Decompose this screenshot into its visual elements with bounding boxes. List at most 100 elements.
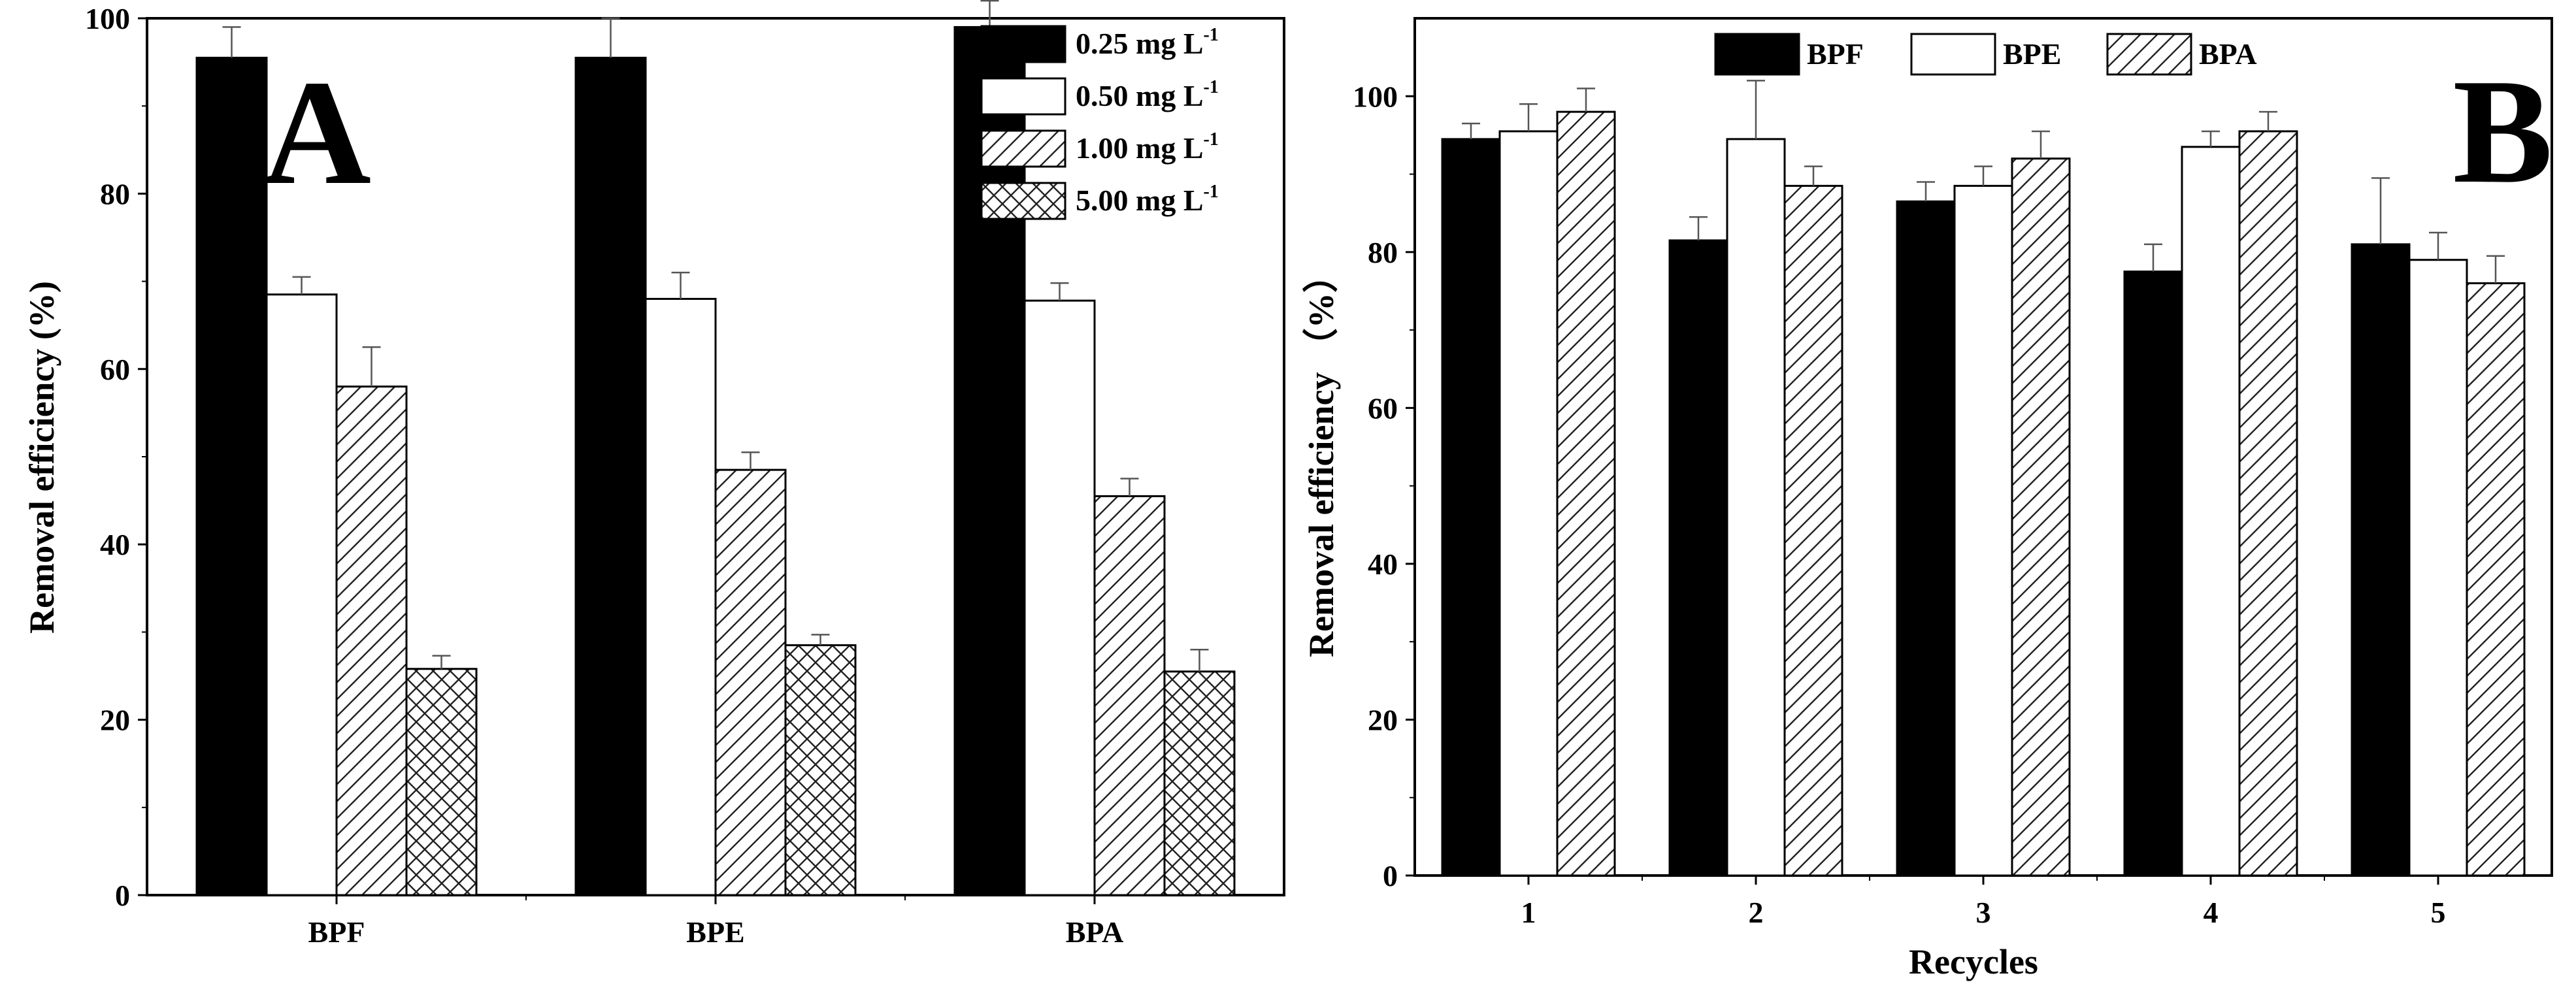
y-tick-label-0: 0 [1383, 859, 1398, 893]
x-tick-label-3: 3 [1976, 896, 1991, 929]
panel-a-y-axis-title: Removal efficiency (%) [22, 281, 61, 634]
panel-b-x-axis: 1 2 3 4 5 [1521, 876, 2446, 929]
bar-bpa-1 [1556, 110, 1616, 877]
panel-b-bars [1441, 110, 2526, 877]
legend-swatch [980, 182, 1066, 220]
error-bar-1-00-mg-l-bpf [362, 346, 381, 387]
bar-bpf-2 [1668, 239, 1728, 877]
y-tick-label-40: 40 [1368, 548, 1398, 581]
error-bar-bpf-4 [2144, 243, 2162, 272]
legend-swatch [2106, 33, 2192, 76]
error-bar-bpf-2 [1689, 216, 1708, 240]
panel-b-letter: B [2452, 48, 2552, 214]
error-bar-bpf-1 [1462, 122, 1480, 139]
error-bar-0-50-mg-l-bpe [671, 271, 690, 299]
panel-a-error-bars [222, 0, 1209, 672]
bar-bpf-1 [1441, 138, 1501, 877]
legend-label-superscript: -1 [1204, 182, 1219, 202]
y-tick-label-20: 20 [100, 704, 130, 737]
panel-b-legend: BPF BPE BPA [1714, 33, 2257, 76]
bar-bpe-3 [1953, 184, 2013, 877]
legend-swatch [980, 129, 1066, 168]
legend-item-bpf: BPF [1714, 33, 1864, 76]
legend-label: 0.25 mg L-1 [1076, 25, 1219, 60]
panel-b-y-axis-title: Removal efficiency （%） [1302, 257, 1341, 657]
x-tick-label-bpe: BPE [686, 915, 744, 949]
error-bar-bpa-3 [2032, 130, 2050, 159]
error-bar-bpe-2 [1747, 80, 1765, 139]
bar-5-00-mg-l-bpe [784, 644, 857, 896]
bar-bpe-4 [2181, 146, 2241, 877]
bar-0-50-mg-l-bpf [265, 293, 338, 896]
bar-0-25-mg-l-bpa [953, 25, 1026, 896]
error-bar-bpf-5 [2371, 177, 2390, 244]
bar-bpa-2 [1783, 184, 1843, 877]
legend-label-superscript: -1 [1204, 129, 1219, 150]
x-tick-label-2: 2 [1749, 896, 1764, 929]
bar-bpf-4 [2123, 270, 2183, 877]
panel-a-legend: 0.25 mg L-1 0.50 mg L-1 1.00 mg L-1 5.00 mg… [980, 25, 1219, 220]
y-tick-label-0: 0 [115, 879, 130, 912]
bar-bpe-2 [1726, 138, 1786, 877]
bar-bpa-3 [2011, 157, 2071, 877]
bar-5-00-mg-l-bpa [1163, 670, 1236, 896]
y-tick-label-20: 20 [1368, 703, 1398, 736]
legend-swatch [1714, 33, 1800, 76]
error-bar-0-25-mg-l-bpf [222, 26, 241, 58]
legend-label-superscript: -1 [1204, 77, 1219, 97]
error-bar-0-25-mg-l-bpa [980, 0, 999, 27]
error-bar-bpa-2 [1804, 165, 1823, 186]
legend-swatch [980, 77, 1066, 116]
error-bar-bpa-5 [2486, 255, 2505, 284]
error-bar-bpe-4 [2202, 130, 2220, 147]
bar-0-50-mg-l-bpe [644, 297, 717, 896]
legend-item-0-25-mg-l: 0.25 mg L-1 [980, 25, 1219, 63]
error-bar-bpe-5 [2429, 231, 2447, 260]
y-tick-label-80: 80 [1368, 236, 1398, 269]
y-tick-label-80: 80 [100, 177, 130, 210]
x-tick-label-bpf: BPF [308, 915, 365, 949]
legend-item-bpe: BPE [1910, 33, 2061, 76]
legend-item-0-50-mg-l: 0.50 mg L-1 [980, 77, 1219, 116]
error-bar-1-00-mg-l-bpa [1120, 478, 1139, 497]
legend-label: 0.50 mg L-1 [1076, 77, 1219, 112]
x-tick-label-bpa: BPA [1066, 915, 1124, 949]
legend-label: 1.00 mg L-1 [1076, 129, 1219, 165]
x-tick-label-4: 4 [2204, 896, 2219, 929]
legend-label: BPA [2199, 37, 2257, 71]
y-tick-label-60: 60 [1368, 391, 1398, 425]
panel-b-y-axis: 0 20 40 60 80 100 [1353, 80, 1415, 893]
error-bar-0-50-mg-l-bpa [1050, 282, 1069, 301]
legend-item-bpa: BPA [2106, 33, 2257, 76]
legend-label: 5.00 mg L-1 [1076, 182, 1219, 217]
y-tick-label-100: 100 [85, 2, 130, 35]
panel-a-x-axis: BPF BPE BPA [308, 895, 1124, 949]
legend-label-superscript: -1 [1204, 25, 1219, 45]
error-bar-bpe-1 [1519, 103, 1538, 131]
panel-a-letter: A [263, 49, 371, 216]
y-tick-label-60: 60 [100, 353, 130, 386]
error-bar-bpa-1 [1577, 88, 1595, 112]
bar-0-25-mg-l-bpf [195, 56, 268, 896]
error-bar-bpf-3 [1917, 181, 1935, 202]
error-bar-0-50-mg-l-bpf [292, 276, 311, 295]
legend-item-1-00-mg-l: 1.00 mg L-1 [980, 129, 1219, 168]
bar-bpe-5 [2408, 259, 2468, 877]
legend-item-5-00-mg-l: 5.00 mg L-1 [980, 182, 1219, 220]
panel-a-y-axis: 0 20 40 60 80 100 [85, 2, 147, 912]
bar-bpa-4 [2238, 130, 2298, 877]
bar-1-00-mg-l-bpe [714, 468, 787, 896]
y-tick-label-100: 100 [1353, 80, 1398, 113]
legend-swatch [980, 25, 1066, 63]
error-bar-5-00-mg-l-bpf [432, 655, 451, 669]
panel-a-bars [195, 25, 1236, 896]
legend-label: BPE [2003, 37, 2061, 71]
error-bar-bpa-4 [2259, 110, 2277, 131]
y-tick-label-40: 40 [100, 528, 130, 561]
bar-1-00-mg-l-bpf [335, 385, 408, 896]
bar-1-00-mg-l-bpa [1093, 495, 1166, 896]
panel-b-error-bars [1462, 80, 2505, 284]
bar-0-25-mg-l-bpe [574, 56, 647, 896]
bar-0-50-mg-l-bpa [1023, 299, 1096, 896]
